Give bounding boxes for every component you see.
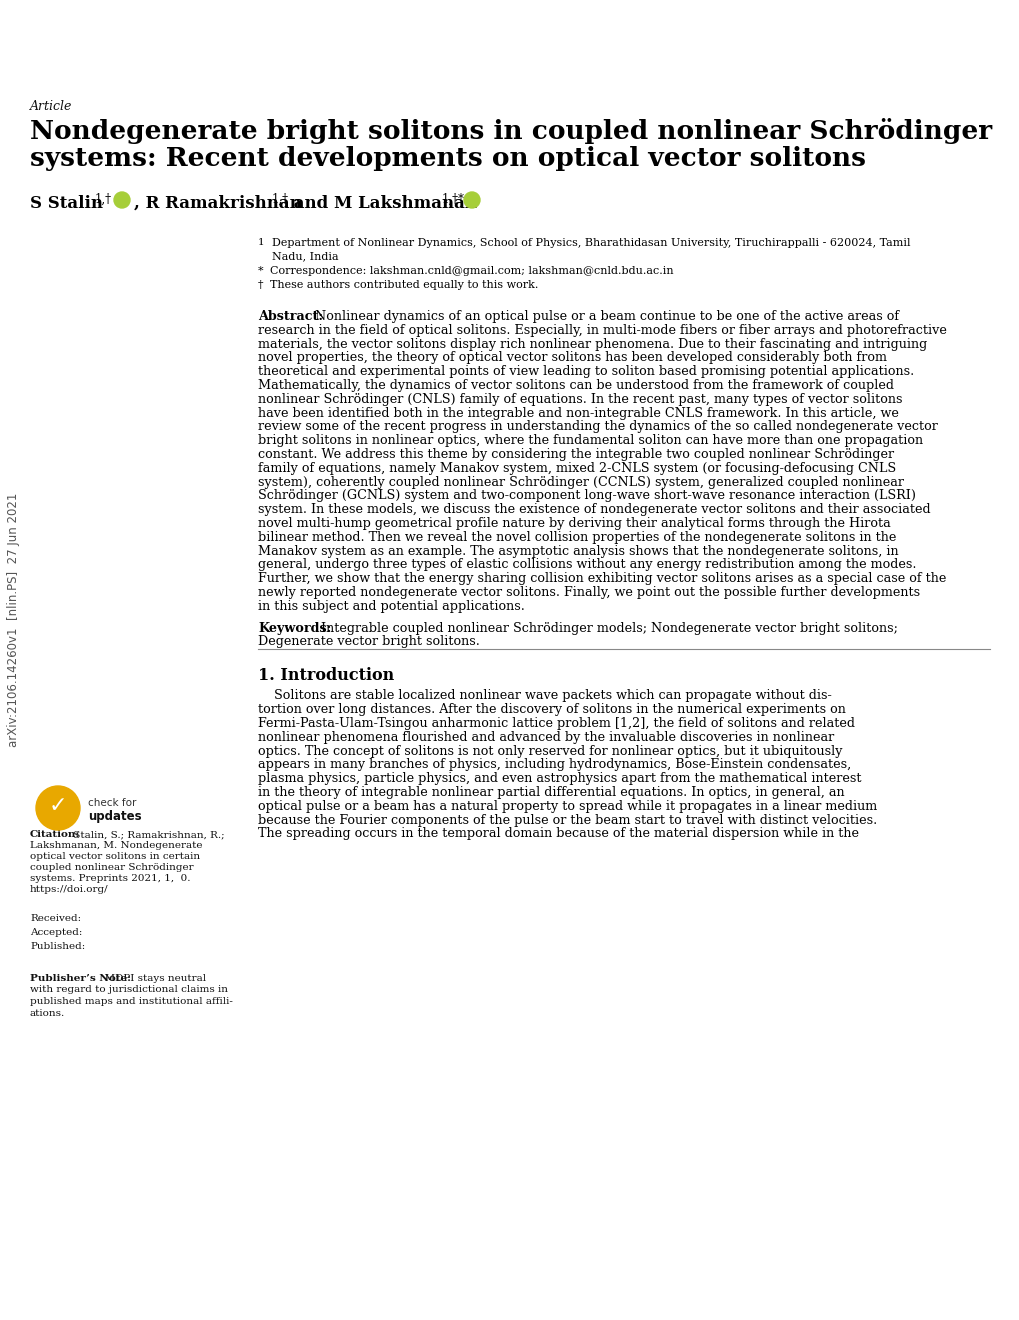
Text: Received:: Received:: [30, 913, 82, 923]
Text: Article: Article: [30, 100, 72, 114]
Text: 1,†*: 1,†*: [441, 193, 465, 206]
Text: optical pulse or a beam has a natural property to spread while it propagates in : optical pulse or a beam has a natural pr…: [258, 800, 876, 813]
Text: family of equations, namely Manakov system, mixed 2-CNLS system (or focusing-def: family of equations, namely Manakov syst…: [258, 462, 896, 475]
Text: coupled nonlinear Schrödinger: coupled nonlinear Schrödinger: [30, 863, 194, 873]
Text: published maps and institutional affili-: published maps and institutional affili-: [30, 997, 232, 1006]
Text: 1: 1: [258, 238, 264, 247]
Text: check for: check for: [88, 799, 137, 808]
Text: iD: iD: [467, 195, 476, 205]
Text: bilinear method. Then we reveal the novel collision properties of the nondegener: bilinear method. Then we reveal the nove…: [258, 531, 896, 544]
Text: system. In these models, we discuss the existence of nondegenerate vector solito: system. In these models, we discuss the …: [258, 503, 929, 516]
Text: novel properties, the theory of optical vector solitons has been developed consi: novel properties, the theory of optical …: [258, 351, 887, 364]
Text: because the Fourier components of the pulse or the beam start to travel with dis: because the Fourier components of the pu…: [258, 813, 876, 826]
Text: system), coherently coupled nonlinear Schrödinger (CCNLS) system, generalized co: system), coherently coupled nonlinear Sc…: [258, 475, 903, 488]
Text: theoretical and experimental points of view leading to soliton based promising p: theoretical and experimental points of v…: [258, 366, 913, 379]
Text: Mathematically, the dynamics of vector solitons can be understood from the frame: Mathematically, the dynamics of vector s…: [258, 379, 893, 392]
Text: Correspondence: lakshman.cnld@gmail.com; lakshman@cnld.bdu.ac.in: Correspondence: lakshman.cnld@gmail.com;…: [270, 267, 673, 276]
Text: review some of the recent progress in understanding the dynamics of the so calle: review some of the recent progress in un…: [258, 420, 936, 433]
Text: These authors contributed equally to this work.: These authors contributed equally to thi…: [270, 280, 538, 290]
Text: Citation:: Citation:: [30, 830, 81, 840]
Circle shape: [36, 785, 79, 830]
Text: Lakshmanan, M. Nondegenerate: Lakshmanan, M. Nondegenerate: [30, 841, 203, 850]
Text: research in the field of optical solitons. Especially, in multi-mode fibers or f: research in the field of optical soliton…: [258, 323, 946, 337]
Text: systems. Preprints 2021, 1,  0.: systems. Preprints 2021, 1, 0.: [30, 874, 191, 883]
Text: Department of Nonlinear Dynamics, School of Physics, Bharathidasan University, T: Department of Nonlinear Dynamics, School…: [272, 238, 910, 248]
Circle shape: [114, 191, 129, 209]
Text: 1,†: 1,†: [95, 193, 112, 206]
Text: Keywords:: Keywords:: [258, 622, 331, 635]
Text: bright solitons in nonlinear optics, where the fundamental soliton can have more: bright solitons in nonlinear optics, whe…: [258, 434, 922, 447]
Text: appears in many branches of physics, including hydrodynamics, Bose-Einstein cond: appears in many branches of physics, inc…: [258, 759, 851, 771]
Text: optical vector solitons in certain: optical vector solitons in certain: [30, 851, 200, 861]
Text: iD: iD: [117, 195, 126, 205]
Text: *: *: [258, 267, 263, 276]
Text: Fermi-Pasta-Ulam-Tsingou anharmonic lattice problem [1,2], the field of solitons: Fermi-Pasta-Ulam-Tsingou anharmonic latt…: [258, 717, 854, 730]
Text: Degenerate vector bright solitons.: Degenerate vector bright solitons.: [258, 635, 479, 648]
Text: systems: Recent developments on optical vector solitons: systems: Recent developments on optical …: [30, 147, 865, 172]
Text: in the theory of integrable nonlinear partial differential equations. In optics,: in the theory of integrable nonlinear pa…: [258, 785, 844, 799]
Text: †: †: [258, 280, 263, 290]
Text: plasma physics, particle physics, and even astrophysics apart from the mathemati: plasma physics, particle physics, and ev…: [258, 772, 861, 785]
Text: 1,†: 1,†: [272, 193, 288, 206]
Text: constant. We address this theme by considering the integrable two coupled nonlin: constant. We address this theme by consi…: [258, 447, 894, 461]
Text: Abstract:: Abstract:: [258, 310, 323, 323]
Text: materials, the vector solitons display rich nonlinear phenomena. Due to their fa: materials, the vector solitons display r…: [258, 338, 926, 351]
Text: The spreading occurs in the temporal domain because of the material dispersion w: The spreading occurs in the temporal dom…: [258, 828, 858, 841]
Text: Nonlinear dynamics of an optical pulse or a beam continue to be one of the activ: Nonlinear dynamics of an optical pulse o…: [315, 310, 898, 323]
Circle shape: [464, 191, 480, 209]
Text: Schrödinger (GCNLS) system and two-component long-wave short-wave resonance inte: Schrödinger (GCNLS) system and two-compo…: [258, 490, 915, 503]
Text: in this subject and potential applications.: in this subject and potential applicatio…: [258, 599, 525, 612]
Text: Nadu, India: Nadu, India: [272, 251, 338, 261]
Text: novel multi-hump geometrical profile nature by deriving their analytical forms t: novel multi-hump geometrical profile nat…: [258, 517, 890, 531]
Text: nonlinear Schrödinger (CNLS) family of equations. In the recent past, many types: nonlinear Schrödinger (CNLS) family of e…: [258, 393, 902, 405]
Text: and M Lakshmanan: and M Lakshmanan: [287, 195, 482, 213]
Text: Manakov system as an example. The asymptotic analysis shows that the nondegenera: Manakov system as an example. The asympt…: [258, 545, 898, 557]
Text: MDPI stays neutral: MDPI stays neutral: [98, 974, 206, 983]
Text: optics. The concept of solitons is not only reserved for nonlinear optics, but i: optics. The concept of solitons is not o…: [258, 744, 842, 758]
Text: arXiv:2106.14260v1  [nlin.PS]  27 Jun 2021: arXiv:2106.14260v1 [nlin.PS] 27 Jun 2021: [7, 492, 20, 747]
Text: ations.: ations.: [30, 1008, 65, 1018]
Text: nonlinear phenomena flourished and advanced by the invaluable discoveries in non: nonlinear phenomena flourished and advan…: [258, 731, 834, 743]
Text: Accepted:: Accepted:: [30, 928, 83, 937]
Text: Solitons are stable localized nonlinear wave packets which can propagate without: Solitons are stable localized nonlinear …: [258, 689, 830, 702]
Text: Publisher’s Note:: Publisher’s Note:: [30, 974, 130, 983]
Text: ✓: ✓: [49, 796, 67, 816]
Text: , R Ramakrishnan: , R Ramakrishnan: [133, 195, 307, 213]
Text: Published:: Published:: [30, 942, 86, 950]
Text: 1. Introduction: 1. Introduction: [258, 668, 394, 684]
Text: Further, we show that the energy sharing collision exhibiting vector solitons ar: Further, we show that the energy sharing…: [258, 572, 946, 585]
Text: general, undergo three types of elastic collisions without any energy redistribu: general, undergo three types of elastic …: [258, 558, 916, 572]
Text: with regard to jurisdictional claims in: with regard to jurisdictional claims in: [30, 986, 228, 994]
Text: https://doi.org/: https://doi.org/: [30, 884, 108, 894]
Text: Stalin, S.; Ramakrishnan, R.;: Stalin, S.; Ramakrishnan, R.;: [70, 830, 224, 840]
Text: Integrable coupled nonlinear Schrödinger models; Nondegenerate vector bright sol: Integrable coupled nonlinear Schrödinger…: [321, 622, 897, 635]
Text: S Stalin: S Stalin: [30, 195, 109, 213]
Text: updates: updates: [88, 810, 142, 822]
Text: have been identified both in the integrable and non-integrable CNLS framework. I: have been identified both in the integra…: [258, 407, 898, 420]
Text: newly reported nondegenerate vector solitons. Finally, we point out the possible: newly reported nondegenerate vector soli…: [258, 586, 919, 599]
Text: Nondegenerate bright solitons in coupled nonlinear Schrödinger: Nondegenerate bright solitons in coupled…: [30, 117, 991, 144]
Text: tortion over long distances. After the discovery of solitons in the numerical ex: tortion over long distances. After the d…: [258, 704, 845, 717]
